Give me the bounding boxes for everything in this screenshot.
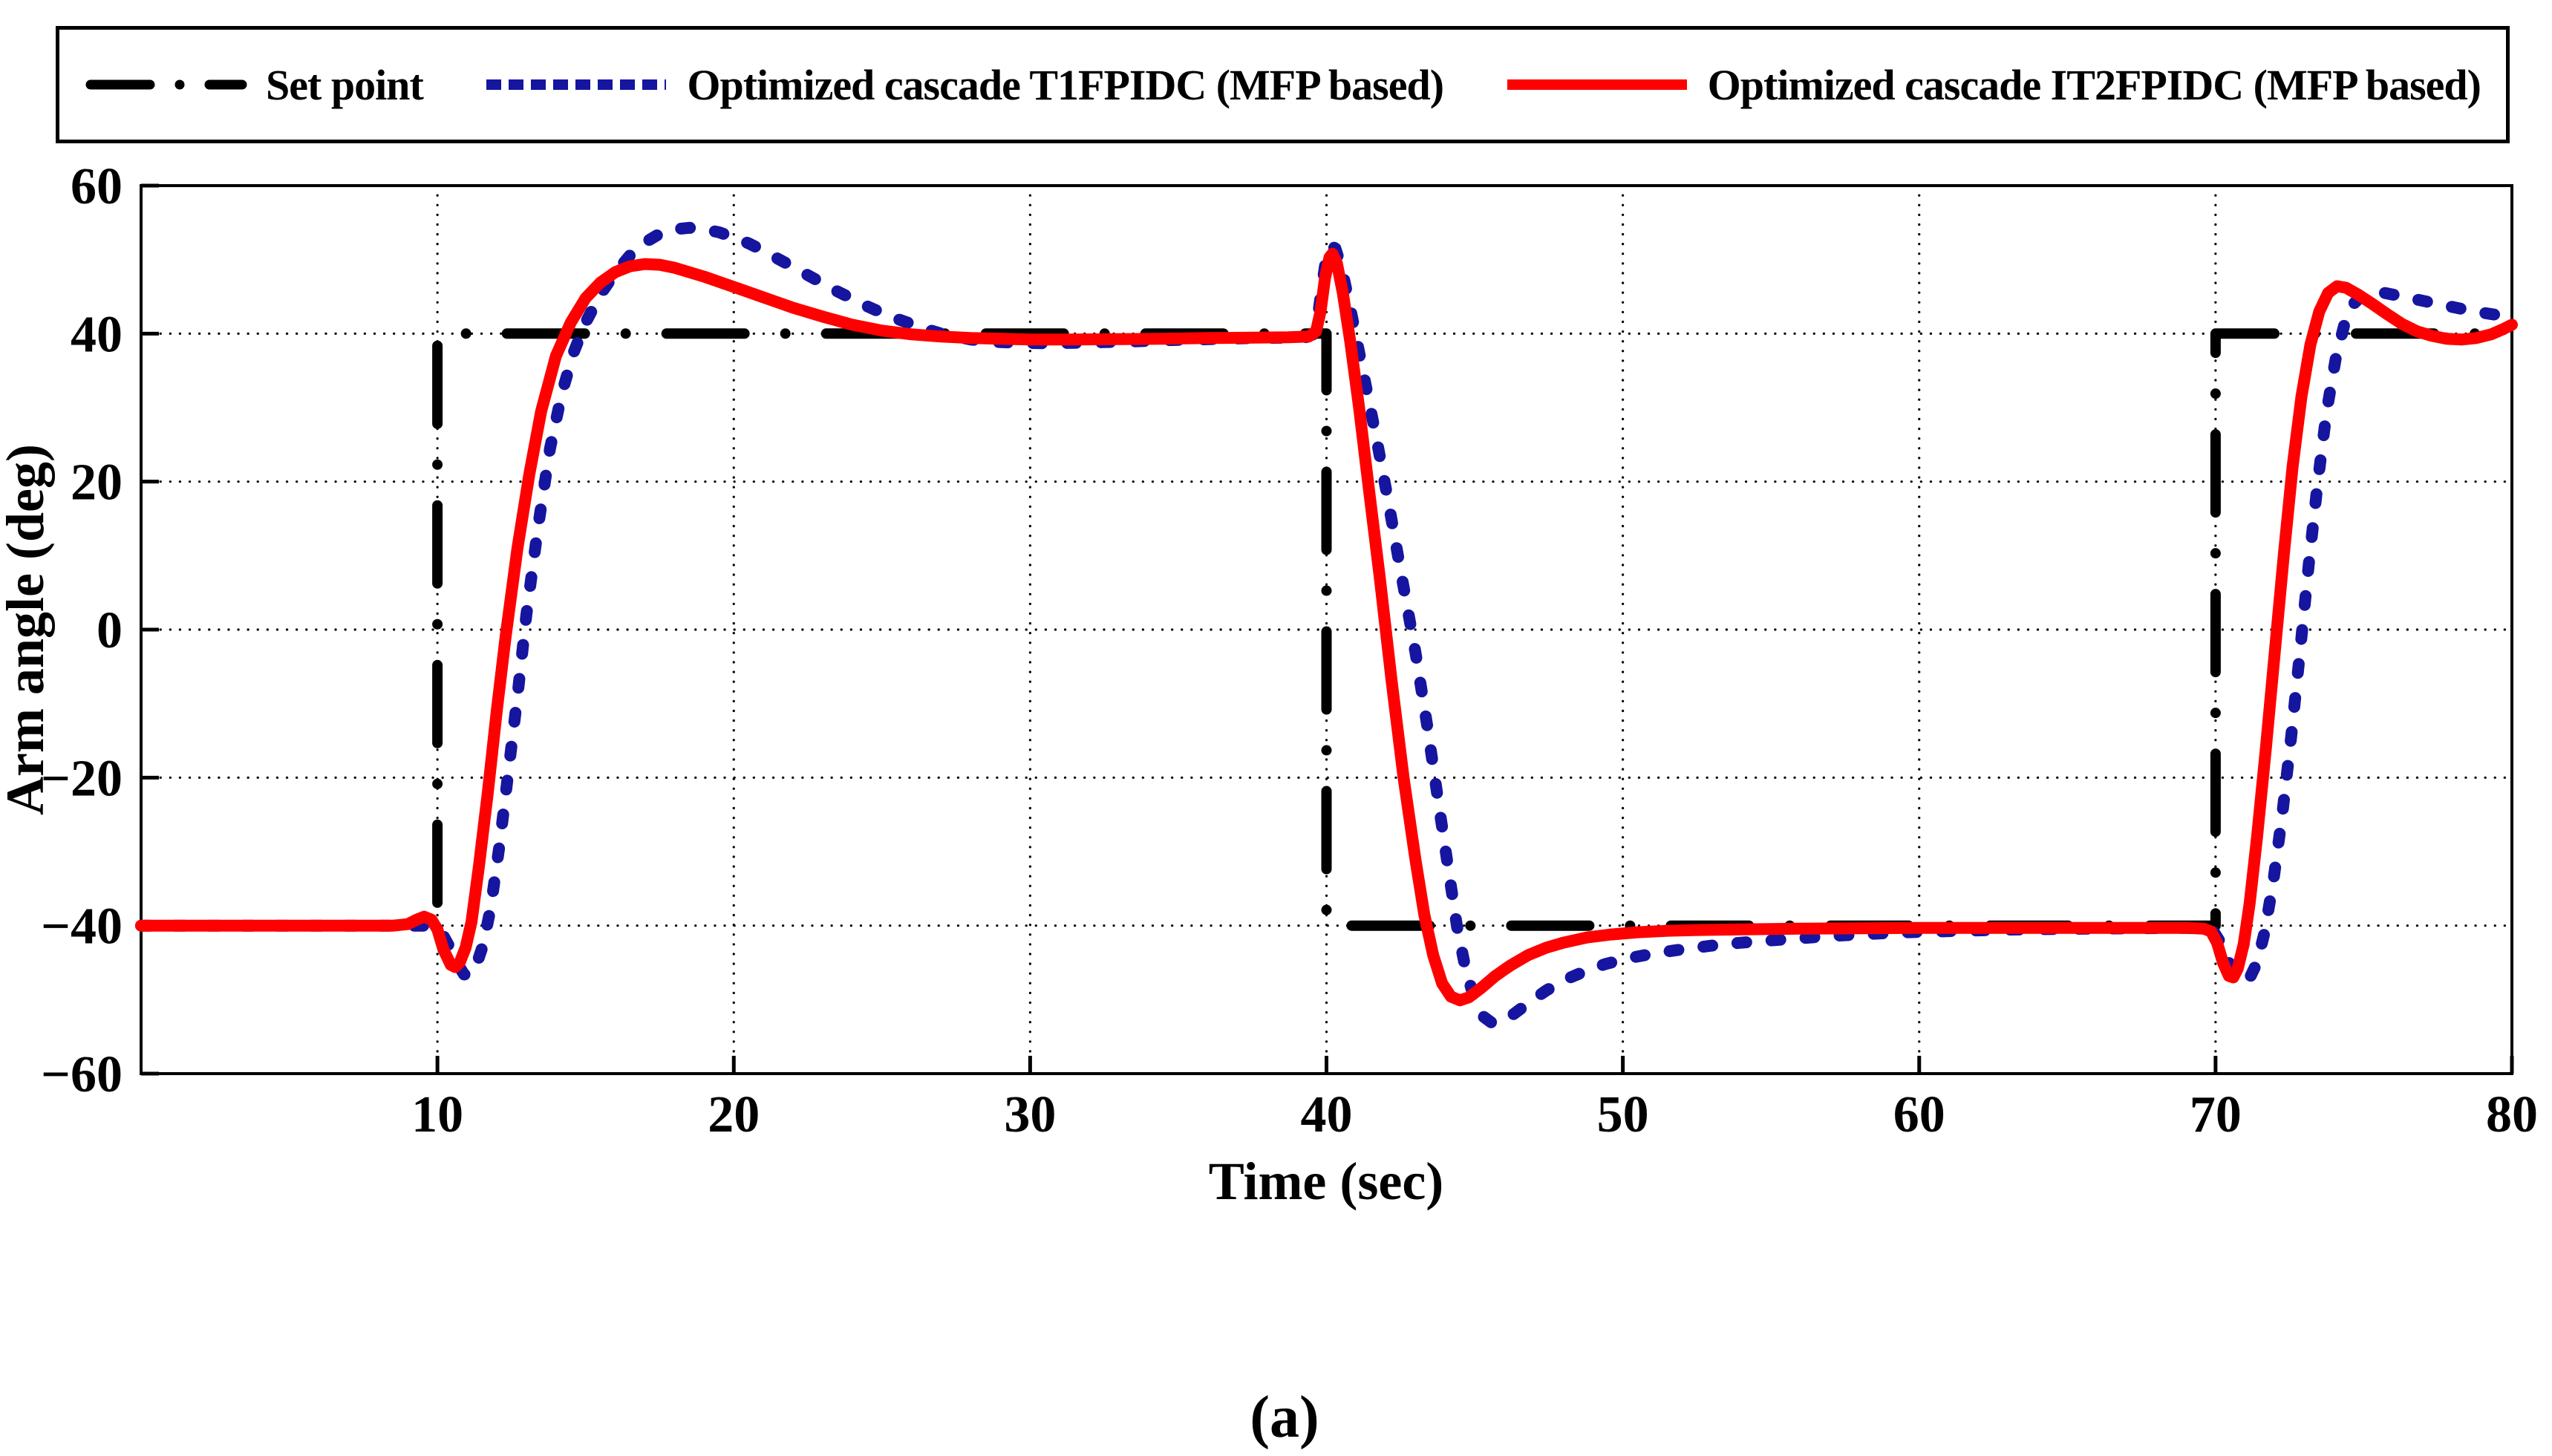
- y-tick-label: −60: [41, 1046, 123, 1103]
- legend-item-t1fpidc: Optimized cascade T1FPIDC (MFP based): [483, 60, 1444, 110]
- legend-label-t1fpidc: Optimized cascade T1FPIDC (MFP based): [687, 60, 1444, 109]
- y-tick-label: 60: [71, 158, 123, 215]
- y-tick-label: −40: [41, 898, 123, 956]
- y-tick-label: 40: [71, 306, 123, 363]
- plot-area: [140, 184, 2513, 1075]
- x-tick-label: 70: [2190, 1086, 2242, 1143]
- x-tick-label: 40: [1301, 1086, 1353, 1143]
- figure-caption: (a): [1250, 1385, 1319, 1450]
- x-tick-label: 60: [1893, 1086, 1945, 1143]
- series-it2fpidc: [135, 247, 2518, 1007]
- x-tick-label: 30: [1004, 1086, 1056, 1143]
- it2fpidc-line-sample-icon: [1507, 79, 1687, 90]
- legend-item-set-point: Set point: [85, 60, 424, 110]
- t1fpidc-line-sample-icon: [486, 79, 667, 90]
- y-tick-label: 0: [97, 602, 123, 659]
- x-tick-label: 50: [1597, 1086, 1649, 1143]
- legend-label-it2fpidc: Optimized cascade IT2FPIDC (MFP based): [1707, 60, 2481, 109]
- y-tick-label: 20: [71, 454, 123, 512]
- legend: Set point Optimized cascade T1FPIDC (MFP…: [56, 26, 2510, 143]
- x-axis-tick-labels: 10 20 30 40 50 60 70 80: [411, 1086, 2538, 1143]
- x-tick-label: 10: [411, 1086, 463, 1143]
- series-t1fpidc: [135, 221, 2518, 1030]
- x-axis-title: Time (sec): [1209, 1152, 1444, 1211]
- series-lines: [135, 221, 2518, 1030]
- x-tick-label: 20: [708, 1086, 760, 1143]
- y-axis-tick-labels: 60 40 20 0 −20 −40 −60: [41, 158, 123, 1103]
- y-axis-title: Arm angle (deg): [0, 444, 55, 815]
- y-tick-label: −20: [41, 750, 123, 807]
- x-tick-label: 80: [2486, 1086, 2538, 1143]
- series-set-point: [136, 328, 2517, 931]
- legend-item-it2fpidc: Optimized cascade IT2FPIDC (MFP based): [1504, 60, 2481, 110]
- legend-label-set-point: Set point: [266, 60, 424, 109]
- set-point-line-sample-icon: [85, 79, 247, 90]
